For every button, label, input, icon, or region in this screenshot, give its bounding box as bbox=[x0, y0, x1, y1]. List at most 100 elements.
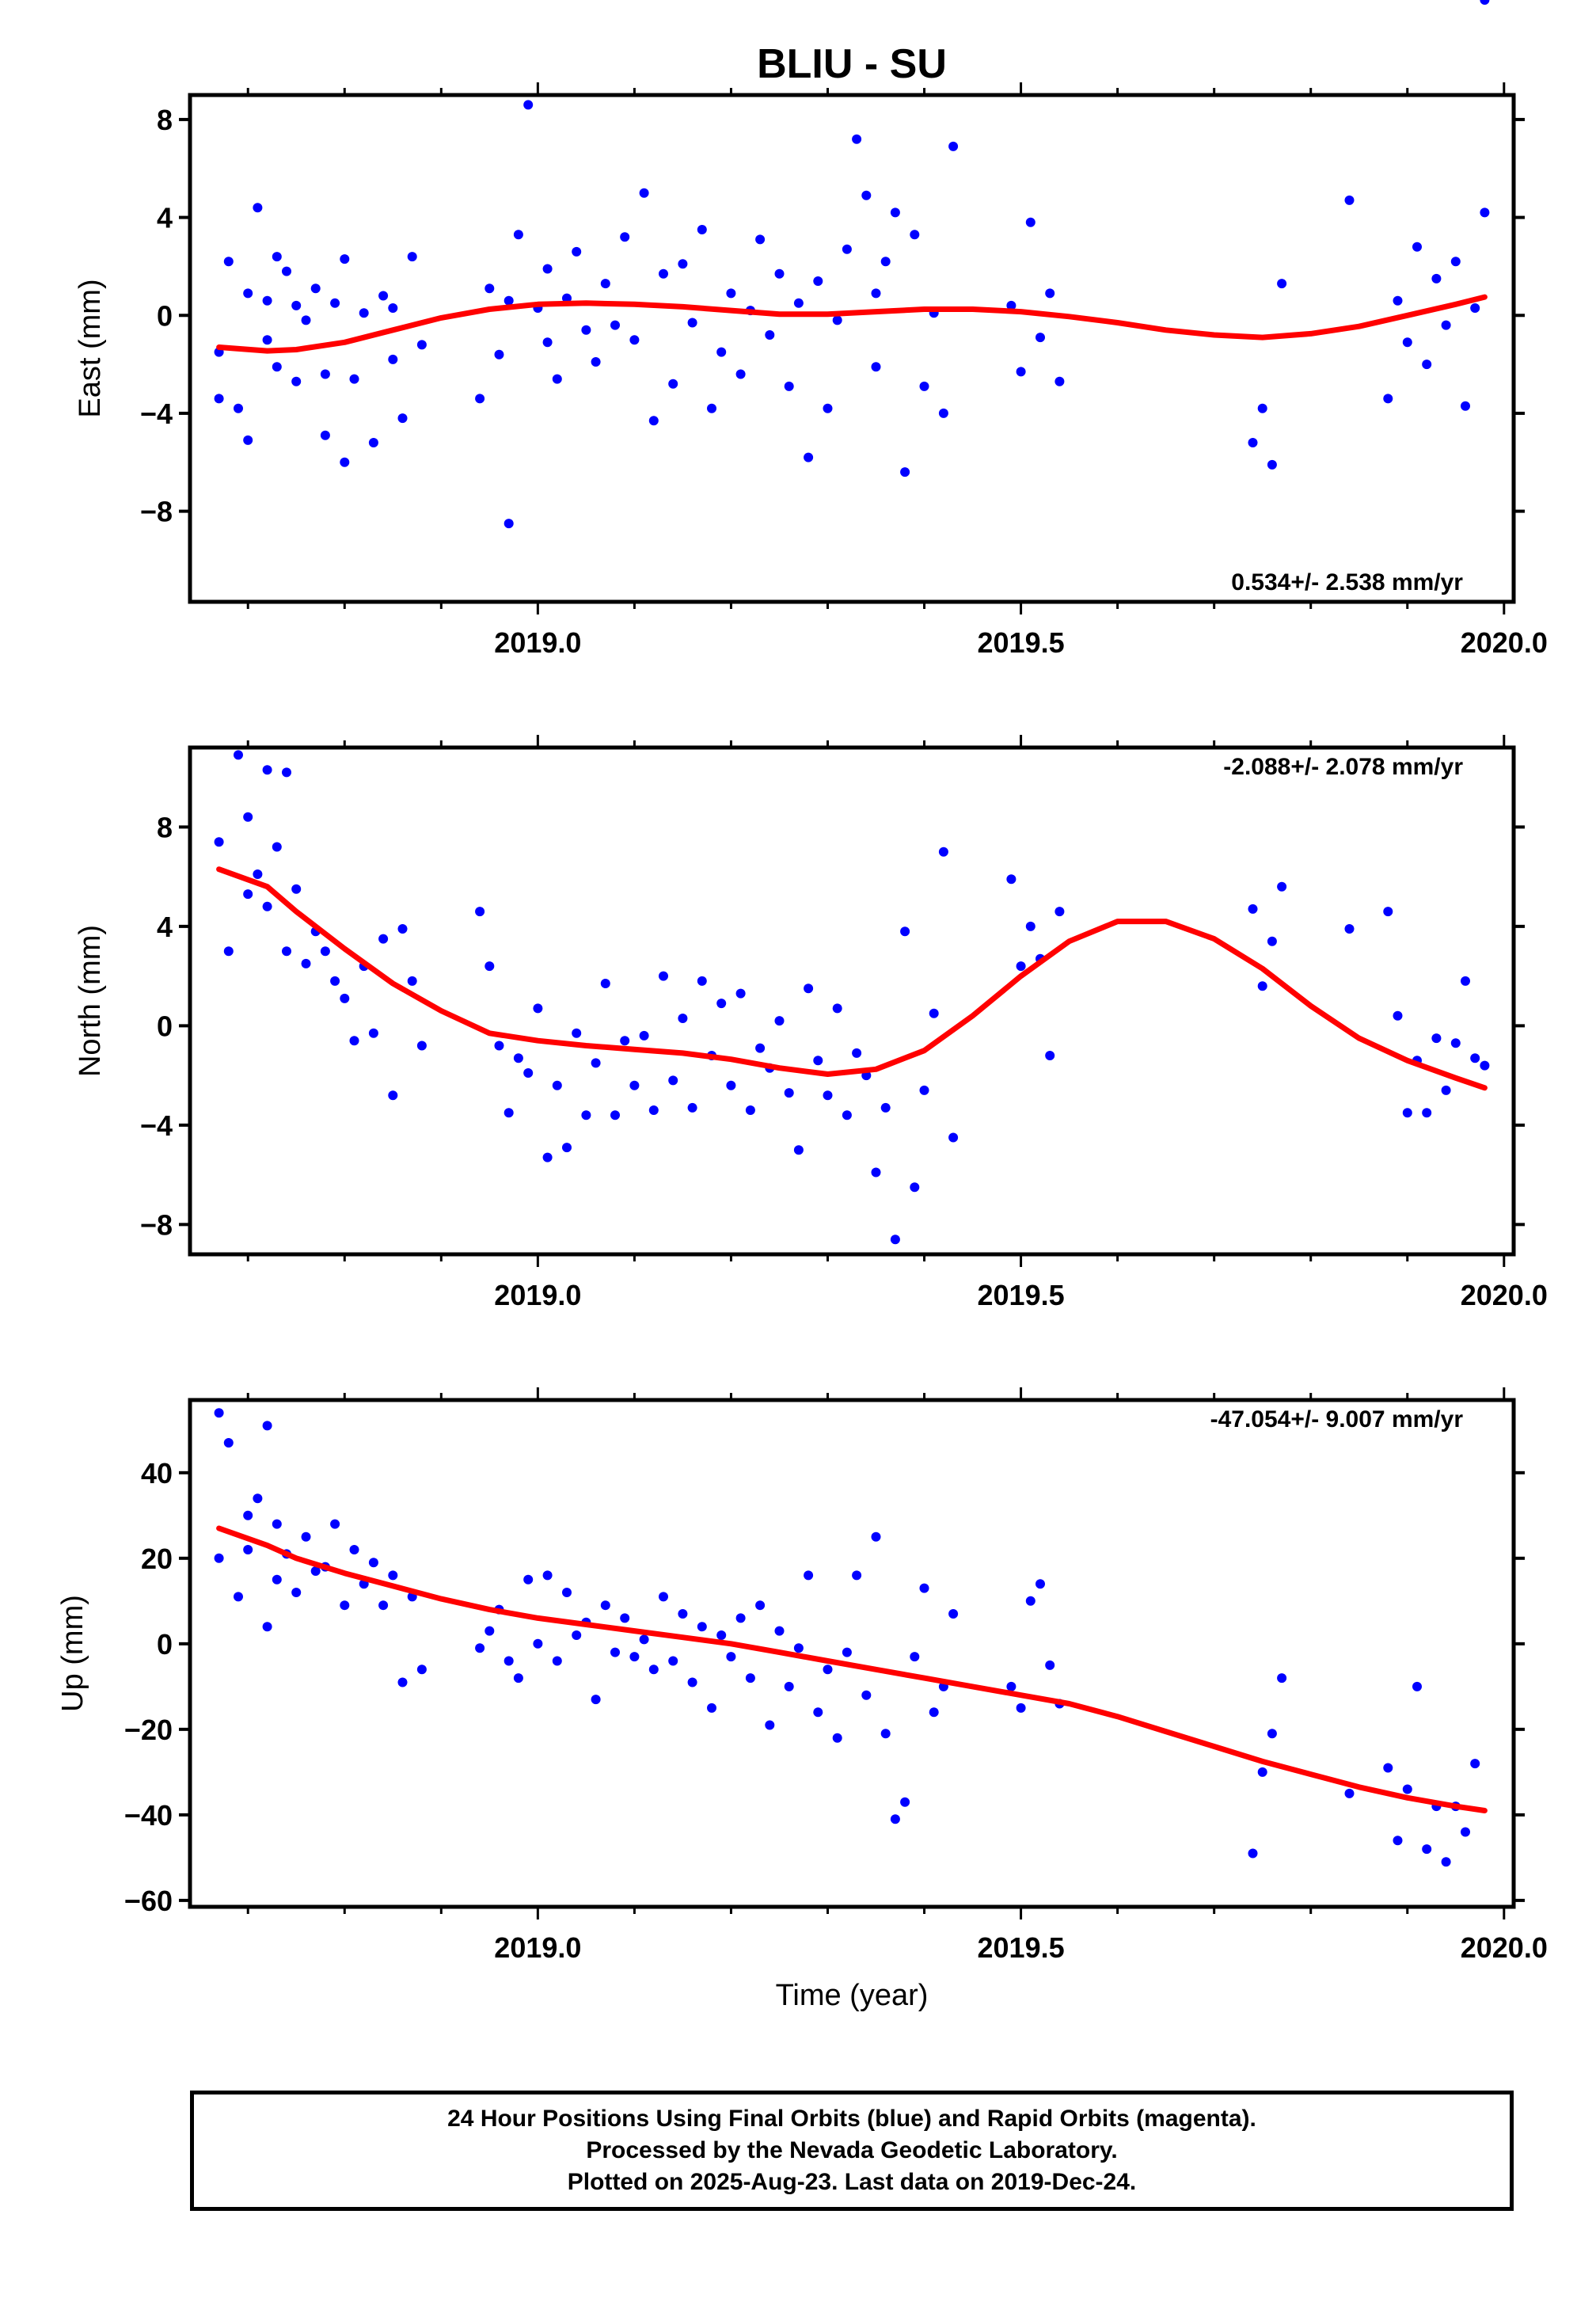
data-point bbox=[523, 1068, 534, 1078]
data-point bbox=[842, 1647, 852, 1657]
data-point bbox=[793, 298, 804, 308]
data-point bbox=[388, 354, 398, 364]
data-point bbox=[1006, 300, 1016, 310]
data-point bbox=[523, 100, 534, 110]
data-point bbox=[552, 1080, 562, 1090]
data-point bbox=[1277, 279, 1287, 289]
data-point bbox=[397, 924, 408, 934]
data-point bbox=[929, 1707, 939, 1718]
data-point bbox=[678, 259, 688, 269]
data-point bbox=[784, 1681, 794, 1691]
data-point bbox=[272, 362, 282, 372]
data-point bbox=[359, 308, 369, 318]
data-point bbox=[214, 394, 224, 404]
data-point bbox=[504, 1656, 514, 1666]
data-point bbox=[504, 519, 514, 529]
data-point bbox=[639, 1634, 649, 1645]
data-point bbox=[880, 257, 891, 267]
data-point bbox=[784, 1088, 794, 1098]
data-point bbox=[1393, 1010, 1403, 1021]
data-point bbox=[291, 376, 302, 386]
data-point bbox=[243, 812, 253, 822]
data-point bbox=[320, 946, 330, 957]
data-point bbox=[591, 1695, 601, 1705]
data-point bbox=[581, 325, 591, 335]
data-point bbox=[234, 1592, 243, 1602]
data-point bbox=[562, 1588, 572, 1597]
data-point bbox=[484, 961, 495, 972]
data-point bbox=[610, 320, 620, 330]
data-point bbox=[572, 1028, 582, 1038]
data-point bbox=[861, 190, 872, 200]
data-point bbox=[1267, 459, 1277, 470]
axis-ticks-north: 8 4 0 −4 −8 2019.0 2019.5 2020.0 bbox=[140, 735, 1548, 1311]
y-tick-label: 8 bbox=[157, 811, 173, 843]
y-tick-label: −4 bbox=[140, 1109, 173, 1142]
data-point bbox=[1480, 207, 1490, 218]
data-point bbox=[330, 1519, 340, 1529]
y-tick-label: −8 bbox=[140, 1208, 173, 1241]
data-point bbox=[871, 1167, 881, 1178]
data-point bbox=[697, 1622, 707, 1632]
data-point bbox=[562, 1143, 572, 1153]
data-point bbox=[1016, 1703, 1026, 1713]
data-point bbox=[668, 1075, 678, 1086]
data-point bbox=[1344, 1788, 1355, 1798]
data-point bbox=[416, 1041, 427, 1051]
data-point bbox=[1470, 1053, 1480, 1063]
data-point bbox=[272, 1574, 282, 1585]
data-point bbox=[330, 298, 340, 308]
data-point bbox=[774, 1016, 785, 1026]
data-point bbox=[253, 1493, 263, 1504]
y-tick-label: −60 bbox=[124, 1885, 173, 1917]
ylabel-up: Up (mm) bbox=[56, 1595, 89, 1712]
data-point bbox=[910, 230, 920, 240]
data-point bbox=[948, 141, 959, 151]
data-point bbox=[223, 257, 234, 267]
data-point bbox=[340, 254, 350, 264]
axis-ticks-east: 8 4 0 −4 −8 2019.0 2019.5 2020.0 bbox=[140, 82, 1548, 659]
data-point bbox=[1267, 1729, 1277, 1739]
data-point bbox=[648, 1105, 659, 1115]
data-point bbox=[542, 337, 553, 348]
data-point bbox=[310, 283, 321, 294]
data-point bbox=[407, 976, 417, 986]
data-point bbox=[581, 1110, 591, 1120]
data-point bbox=[1277, 881, 1287, 892]
data-point bbox=[804, 983, 814, 994]
data-point bbox=[552, 1656, 562, 1666]
data-point bbox=[388, 1090, 398, 1101]
data-point bbox=[397, 1677, 408, 1687]
y-tick-label: −4 bbox=[140, 398, 173, 430]
data-point bbox=[659, 268, 668, 279]
data-point bbox=[504, 295, 514, 306]
data-point bbox=[1025, 921, 1036, 931]
data-point bbox=[234, 750, 243, 760]
data-point bbox=[716, 347, 727, 357]
data-point bbox=[349, 1036, 359, 1046]
data-point bbox=[726, 1652, 736, 1662]
data-point bbox=[562, 293, 572, 303]
chart-title: BLIU - SU bbox=[757, 41, 947, 87]
data-point bbox=[243, 1545, 253, 1554]
data-point bbox=[774, 268, 785, 279]
data-point bbox=[282, 767, 291, 778]
data-point bbox=[243, 435, 253, 445]
x-tick-label: 2020.0 bbox=[1461, 1279, 1548, 1311]
data-point bbox=[735, 1613, 746, 1623]
x-tick-label: 2019.0 bbox=[494, 626, 581, 659]
data-point bbox=[291, 300, 302, 310]
data-point bbox=[929, 1008, 939, 1018]
data-point bbox=[1470, 303, 1480, 313]
data-point bbox=[765, 330, 775, 340]
data-point bbox=[890, 207, 900, 218]
data-point bbox=[755, 234, 766, 245]
points-east bbox=[214, 100, 1490, 529]
footer-line-2: Processed by the Nevada Geodetic Laborat… bbox=[586, 2137, 1118, 2163]
data-point bbox=[726, 1080, 736, 1090]
data-point bbox=[320, 369, 330, 379]
plot-frame-up bbox=[188, 1398, 1516, 1909]
data-point bbox=[620, 1613, 630, 1623]
y-tick-label: 0 bbox=[157, 1628, 173, 1661]
